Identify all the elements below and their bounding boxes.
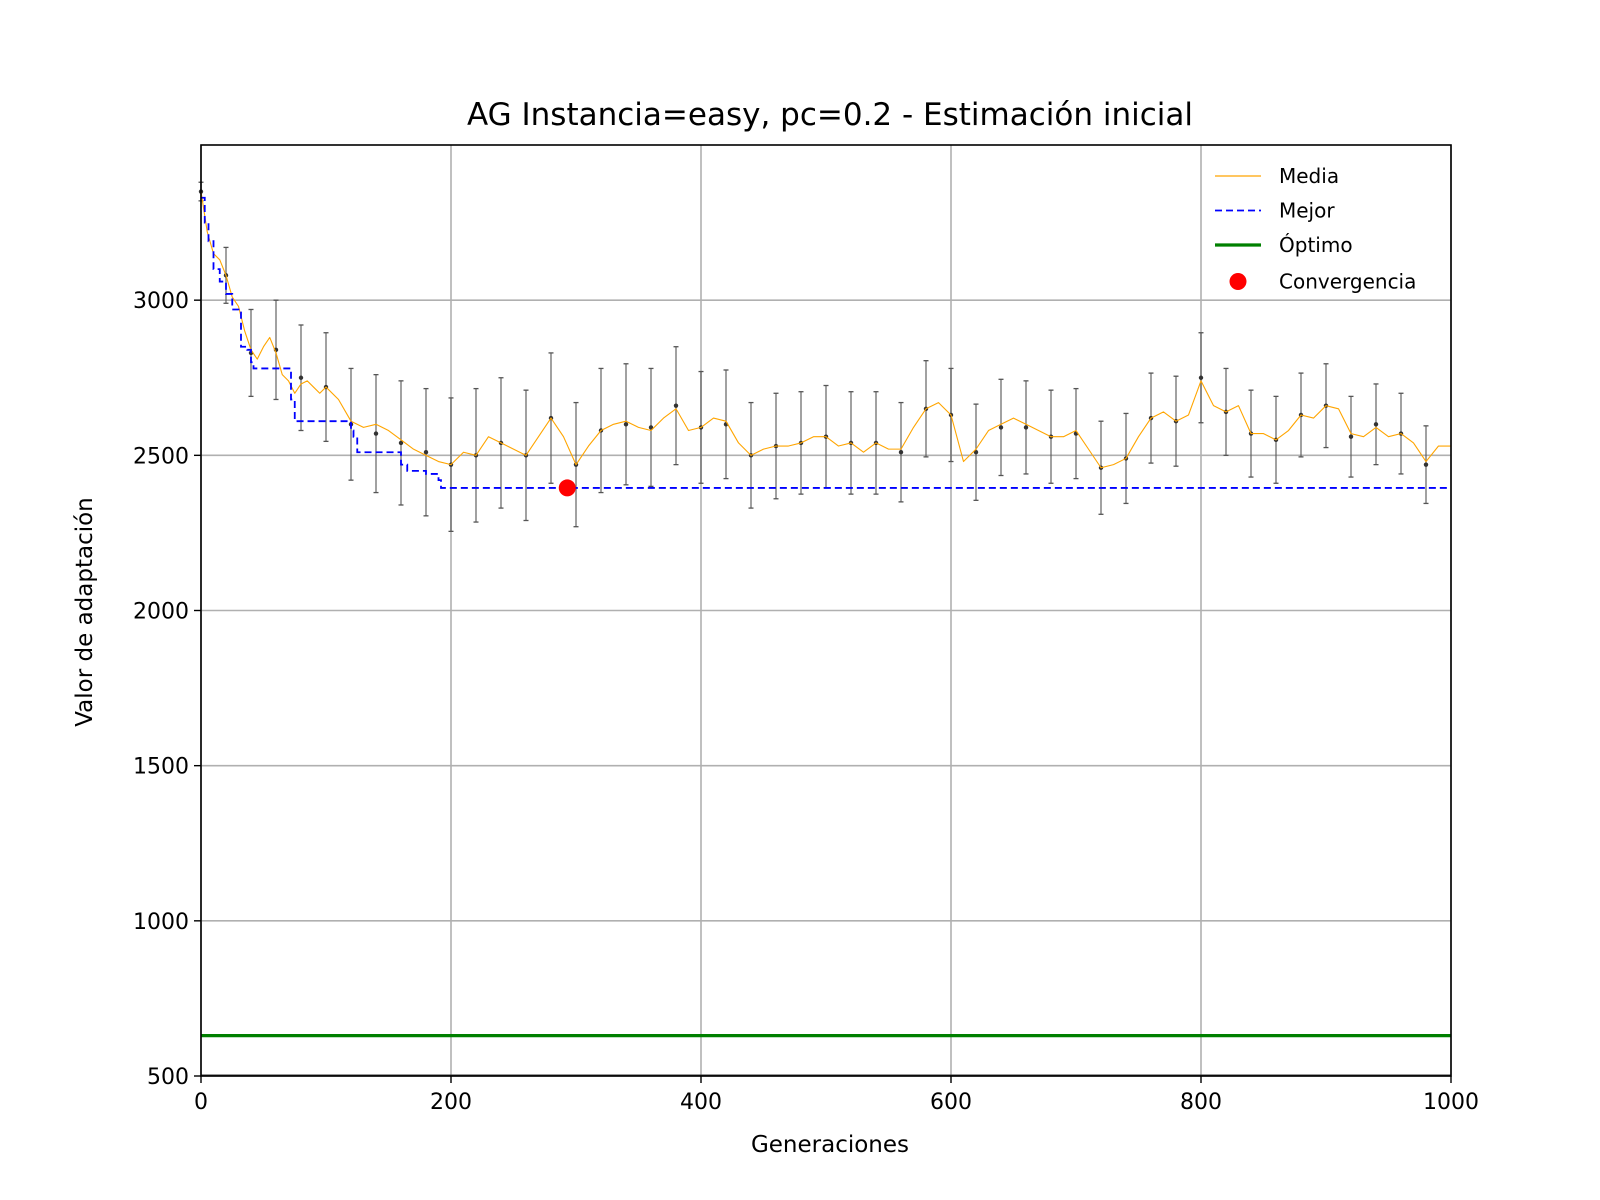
x-axis-ticks: 0 200 400 600 800 1000	[194, 1076, 1479, 1115]
error-bar-center	[1373, 422, 1379, 427]
x-tick-label: 400	[680, 1090, 722, 1115]
error-bar-center	[998, 425, 1004, 430]
legend-label: Óptimo	[1279, 233, 1353, 257]
x-tick-label: 0	[194, 1090, 208, 1115]
convergence-point	[558, 479, 576, 497]
error-bar-center	[373, 431, 379, 436]
legend-swatch-convergencia	[1229, 273, 1247, 290]
error-bar-center	[1423, 462, 1429, 467]
x-tick-label: 200	[430, 1090, 472, 1115]
x-axis-label: Generaciones	[751, 1132, 909, 1158]
y-axis-label: Valor de adaptación	[72, 497, 98, 727]
legend-item-optimo: Óptimo	[1215, 233, 1353, 257]
error-bar-center	[398, 440, 404, 446]
plot-frame	[200, 144, 1452, 1077]
plot-area	[198, 181, 1451, 1076]
legend-label: Convergencia	[1279, 270, 1416, 294]
error-bar-center	[1023, 425, 1029, 430]
legend-item-conv: Convergencia	[1229, 270, 1416, 294]
x-tick-label: 600	[930, 1090, 972, 1115]
legend: Media Mejor Óptimo Convergencia	[1215, 164, 1416, 294]
y-tick-label: 500	[147, 1065, 189, 1090]
error-bar-center	[423, 450, 429, 455]
legend-item-media: Media	[1215, 164, 1339, 188]
y-tick-label: 1500	[133, 755, 189, 780]
error-bar-center	[298, 375, 304, 380]
legend-label: Mejor	[1279, 199, 1335, 223]
y-tick-label: 2500	[133, 444, 189, 469]
error-bar-center	[973, 450, 979, 455]
y-tick-label: 3000	[133, 289, 189, 314]
y-tick-label: 1000	[133, 910, 189, 935]
series-mejor-line	[201, 196, 1451, 489]
error-bar-center	[1198, 375, 1204, 380]
series-media-line	[200, 191, 1451, 469]
legend-item-mejor: Mejor	[1215, 199, 1335, 223]
chart-title: AG Instancia=easy, pc=0.2 - Estimación i…	[467, 97, 1193, 133]
error-bar-center	[648, 425, 654, 430]
x-tick-label: 800	[1180, 1090, 1222, 1115]
x-tick-label: 1000	[1423, 1090, 1479, 1115]
error-bar-center	[623, 422, 629, 427]
error-bar-center	[898, 450, 904, 455]
legend-label: Media	[1279, 164, 1339, 188]
y-tick-label: 2000	[133, 600, 189, 625]
y-axis-ticks: 500 1000 1500 2000 2500 3000	[133, 289, 201, 1090]
error-bar-center	[673, 403, 679, 408]
error-bar-center	[1348, 434, 1354, 439]
